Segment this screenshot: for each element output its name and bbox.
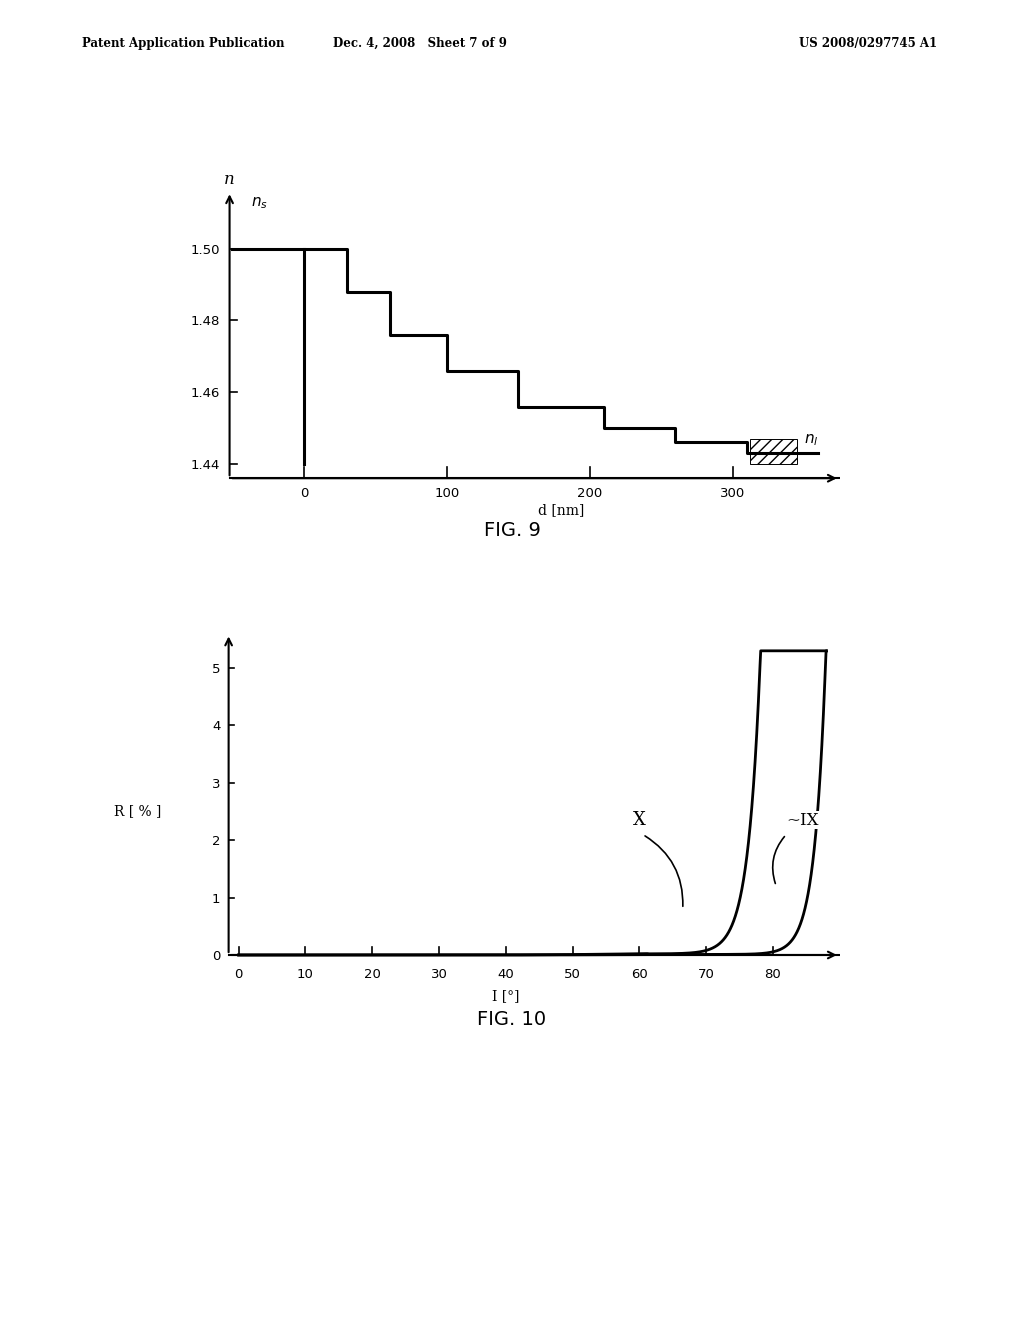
Text: Patent Application Publication: Patent Application Publication bbox=[82, 37, 285, 50]
Text: d [nm]: d [nm] bbox=[538, 503, 585, 517]
Text: R [ % ]: R [ % ] bbox=[115, 804, 162, 818]
Text: $n_s$: $n_s$ bbox=[251, 195, 268, 211]
Text: FIG. 9: FIG. 9 bbox=[483, 521, 541, 540]
Text: $n_l$: $n_l$ bbox=[804, 433, 818, 449]
Text: US 2008/0297745 A1: US 2008/0297745 A1 bbox=[799, 37, 937, 50]
Text: I [°]: I [°] bbox=[492, 990, 519, 1003]
Text: X: X bbox=[633, 810, 646, 829]
Text: FIG. 10: FIG. 10 bbox=[477, 1010, 547, 1028]
Bar bbox=[750, 438, 797, 463]
Text: Dec. 4, 2008   Sheet 7 of 9: Dec. 4, 2008 Sheet 7 of 9 bbox=[333, 37, 507, 50]
Text: ~IX: ~IX bbox=[786, 812, 819, 829]
Text: n: n bbox=[224, 170, 234, 187]
